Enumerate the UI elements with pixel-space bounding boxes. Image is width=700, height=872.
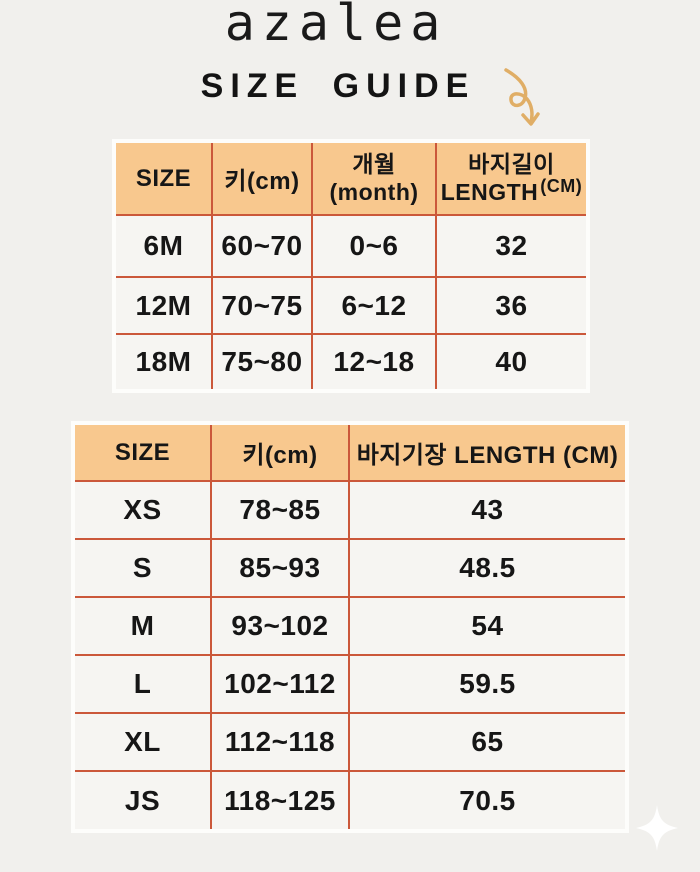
header-length-cell: 바지기장 LENGTH (CM) (350, 425, 625, 480)
table-cell: 6~12 (313, 276, 437, 333)
table-cell: M (75, 596, 212, 654)
header-length-stack: 바지길이 LENGTH (CM) (441, 151, 583, 205)
table-cell: 54 (350, 596, 625, 654)
table-cell: 93~102 (212, 596, 350, 654)
header-length-word: LENGTH (440, 178, 539, 205)
table-cell: 118~125 (212, 770, 350, 829)
table-cell: 0~6 (313, 214, 437, 276)
table-cell: 12M (116, 276, 213, 333)
table-cell: 78~85 (212, 480, 350, 538)
table-cell: JS (75, 770, 212, 829)
header-height-cell: 키(cm) (213, 143, 313, 214)
table-cell: 59.5 (350, 654, 625, 712)
header-size-cell: SIZE (75, 425, 212, 480)
table-cell: 18M (116, 333, 213, 389)
table-cell: 40 (437, 333, 586, 389)
header-length-unit: (CM) (540, 176, 583, 197)
table-cell: XS (75, 480, 212, 538)
table-cell: 60~70 (213, 214, 313, 276)
header-length-line1: 바지길이 (468, 151, 555, 178)
curved-arrow-icon (504, 68, 540, 126)
infant-size-table: SIZE 키(cm) 개월 (month) 바지길이 LENGTH (CM) 6… (112, 139, 590, 393)
sparkle-icon (636, 805, 678, 851)
header-length-cell: 바지길이 LENGTH (CM) (437, 143, 586, 214)
table-cell: 43 (350, 480, 625, 538)
header-month-line2: (month) (329, 178, 419, 205)
table-cell: 85~93 (212, 538, 350, 596)
header-height-cell: 키(cm) (212, 425, 350, 480)
page-title: SIZE GUIDE (200, 67, 476, 105)
brand-logo: azalea (224, 0, 448, 52)
table-cell: 75~80 (213, 333, 313, 389)
table-cell: 112~118 (212, 712, 350, 770)
table-cell: 48.5 (350, 538, 625, 596)
table-cell: S (75, 538, 212, 596)
header-month-stack: 개월 (month) (329, 151, 418, 205)
kids-size-table: SIZE 키(cm) 바지기장 LENGTH (CM) XS 78~85 43 … (71, 421, 629, 833)
table-cell: 12~18 (313, 333, 437, 389)
header-month-line1: 개월 (352, 151, 396, 178)
table-cell: 36 (437, 276, 586, 333)
header-month-cell: 개월 (month) (313, 143, 437, 214)
header-length-line2: LENGTH (CM) (440, 176, 583, 206)
table-cell: 70~75 (213, 276, 313, 333)
table-cell: 6M (116, 214, 213, 276)
table-cell: 70.5 (350, 770, 625, 829)
table-cell: 102~112 (212, 654, 350, 712)
table-cell: L (75, 654, 212, 712)
table-cell: 32 (437, 214, 586, 276)
table-cell: 65 (350, 712, 625, 770)
table-cell: XL (75, 712, 212, 770)
header-size-cell: SIZE (116, 143, 213, 214)
